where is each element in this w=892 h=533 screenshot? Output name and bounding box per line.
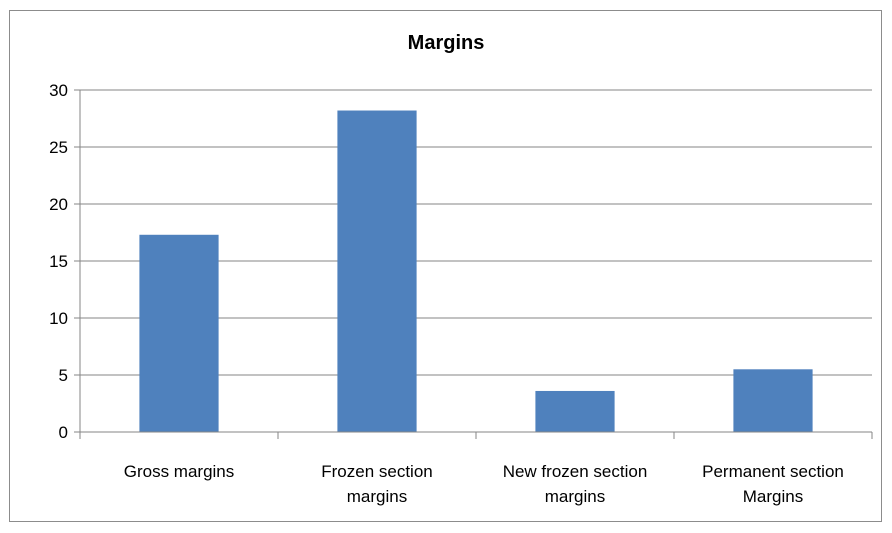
y-tick-labels: 0 5 10 15 20 25 30 — [49, 81, 68, 442]
axes — [74, 89, 873, 439]
chart-title: Margins — [407, 32, 485, 54]
bars — [139, 110, 813, 433]
bar — [139, 234, 219, 432]
bar — [535, 390, 615, 432]
y-tick-label: 5 — [59, 366, 68, 385]
y-tick-label: 30 — [49, 81, 68, 100]
y-tick-label: 0 — [59, 423, 68, 442]
y-tick-label: 15 — [49, 252, 68, 271]
x-category-labels: Gross margins Frozen section margins New fr… — [124, 462, 844, 506]
y-tick-label: 20 — [49, 195, 68, 214]
bar — [733, 369, 813, 432]
x-category-label: Frozen section margins — [321, 462, 433, 506]
x-category-label: Gross margins — [124, 462, 235, 481]
x-category-label: Permanent section Margins — [702, 462, 844, 506]
bar — [337, 110, 417, 433]
y-tick-label: 10 — [49, 309, 68, 328]
y-tick-label: 25 — [49, 138, 68, 157]
x-category-label: New frozen section margins — [503, 462, 648, 506]
